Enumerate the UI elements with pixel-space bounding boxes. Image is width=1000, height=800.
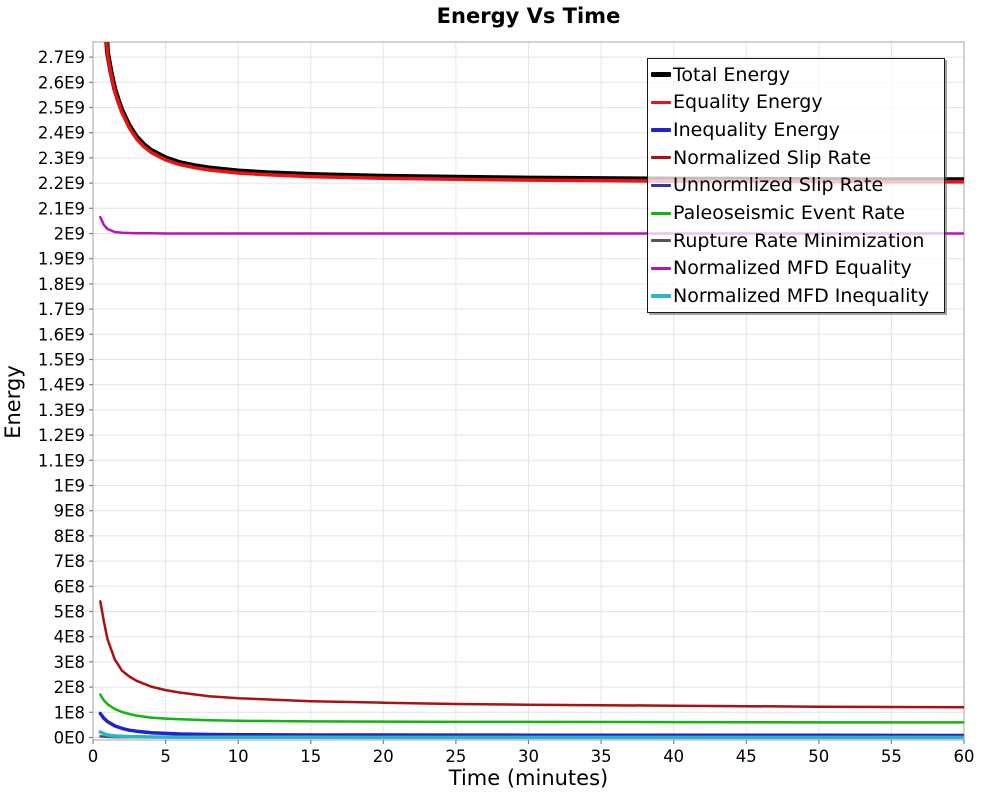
y-tick-label: 1.7E9 bbox=[38, 300, 85, 319]
legend-item: Total Energy bbox=[648, 62, 944, 88]
legend-item-label: Normalized Slip Rate bbox=[673, 146, 872, 169]
x-tick-label: 15 bbox=[300, 747, 321, 766]
series-line bbox=[99, 693, 964, 724]
y-tick-label: 2.3E9 bbox=[38, 149, 85, 168]
legend-item: Normalized MFD Equality bbox=[648, 255, 944, 281]
legend-item-label: Paleoseismic Event Rate bbox=[673, 202, 905, 225]
y-tick-label: 2.2E9 bbox=[38, 174, 85, 193]
series-line bbox=[99, 600, 964, 709]
legend-item: Paleoseismic Event Rate bbox=[648, 200, 944, 226]
series-line bbox=[99, 215, 964, 235]
legend-item-label: Normalized MFD Inequality bbox=[673, 285, 930, 308]
legend-item: Unnormlized Slip Rate bbox=[648, 172, 944, 198]
y-tick-label: 1.1E9 bbox=[38, 451, 85, 470]
y-tick-label: 2E9 bbox=[54, 225, 85, 244]
y-tick-label: 2.7E9 bbox=[38, 48, 85, 67]
legend-item-label: Total Energy bbox=[673, 63, 790, 86]
y-tick-label: 1.9E9 bbox=[38, 250, 85, 269]
legend-item: Rupture Rate Minimization bbox=[648, 228, 944, 254]
x-axis-title: Time (minutes) bbox=[448, 766, 609, 790]
y-tick-label: 1.2E9 bbox=[38, 426, 85, 445]
x-tick-label: 30 bbox=[518, 747, 539, 766]
legend-swatch-line bbox=[651, 294, 671, 298]
legend-swatch-line bbox=[651, 100, 671, 105]
x-tick-label: 5 bbox=[160, 747, 171, 766]
y-tick-label: 2.4E9 bbox=[38, 124, 85, 143]
y-tick-label: 2.5E9 bbox=[38, 99, 85, 118]
x-tick-label: 60 bbox=[954, 747, 975, 766]
legend-swatch-line bbox=[651, 183, 671, 187]
legend-item: Inequality Energy bbox=[648, 117, 944, 143]
legend-item-label: Rupture Rate Minimization bbox=[673, 229, 925, 252]
legend-item-label: Inequality Energy bbox=[673, 119, 840, 142]
legend: Total Energy Equality Energy Inequality En… bbox=[647, 58, 945, 313]
y-axis-title: Energy bbox=[1, 365, 25, 439]
y-tick-label: 1.3E9 bbox=[38, 401, 85, 420]
legend-swatch-line bbox=[651, 211, 671, 215]
x-tick-label: 0 bbox=[88, 747, 99, 766]
y-tick-label: 5E8 bbox=[54, 603, 85, 622]
x-tick-label: 20 bbox=[373, 747, 394, 766]
x-tick-label: 50 bbox=[808, 747, 829, 766]
y-tick-label: 1E8 bbox=[54, 703, 85, 722]
y-tick-label: 1E9 bbox=[54, 477, 85, 496]
y-tick-label: 1.8E9 bbox=[38, 275, 85, 294]
x-tick-label: 45 bbox=[736, 747, 757, 766]
x-tick-label: 25 bbox=[445, 747, 466, 766]
chart-title: Energy Vs Time bbox=[436, 4, 621, 28]
legend-swatch-line bbox=[651, 156, 671, 160]
x-tick-label: 55 bbox=[881, 747, 902, 766]
y-tick-label: 8E8 bbox=[54, 527, 85, 546]
y-tick-label: 1.4E9 bbox=[38, 376, 85, 395]
legend-swatch-line bbox=[651, 72, 671, 78]
y-tick-label: 0E0 bbox=[54, 729, 85, 748]
legend-item-label: Unnormlized Slip Rate bbox=[673, 174, 884, 197]
y-tick-label: 3E8 bbox=[54, 653, 85, 672]
y-tick-label: 6E8 bbox=[54, 577, 85, 596]
legend-item-label: Normalized MFD Equality bbox=[673, 257, 912, 280]
y-tick-label: 2.6E9 bbox=[38, 73, 85, 92]
y-tick-label: 2.1E9 bbox=[38, 199, 85, 218]
y-tick-label: 2E8 bbox=[54, 678, 85, 697]
x-tick-label: 40 bbox=[663, 747, 684, 766]
y-tick-label: 7E8 bbox=[54, 552, 85, 571]
legend-swatch-line bbox=[651, 128, 671, 132]
legend-item-label: Equality Energy bbox=[673, 91, 823, 114]
series-line bbox=[98, 730, 964, 740]
legend-item: Normalized Slip Rate bbox=[648, 145, 944, 171]
y-tick-label: 1.6E9 bbox=[38, 325, 85, 344]
series-line bbox=[98, 711, 964, 738]
legend-swatch-line bbox=[651, 266, 671, 270]
y-tick-label: 9E8 bbox=[54, 502, 85, 521]
legend-item: Equality Energy bbox=[648, 89, 944, 115]
y-tick-label: 1.5E9 bbox=[38, 351, 85, 370]
x-tick-label: 10 bbox=[228, 747, 249, 766]
legend-item: Normalized MFD Inequality bbox=[648, 283, 944, 309]
x-tick-label: 35 bbox=[591, 747, 612, 766]
legend-swatch-line bbox=[651, 239, 671, 243]
y-tick-label: 4E8 bbox=[54, 628, 85, 647]
